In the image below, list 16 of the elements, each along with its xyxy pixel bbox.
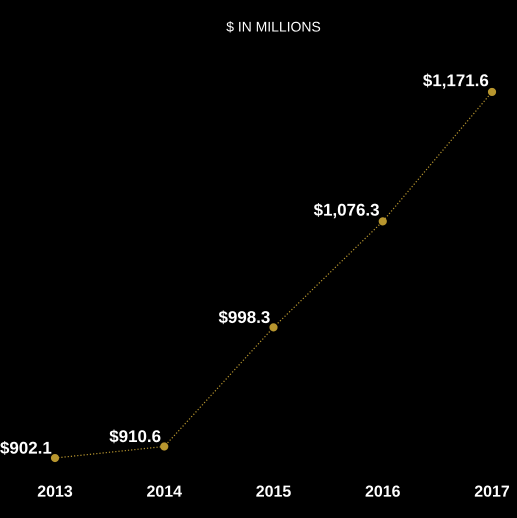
data-label: $1,076.3 — [314, 203, 379, 218]
point — [269, 323, 278, 332]
data-label: $1,171.6 — [423, 74, 488, 89]
point — [160, 442, 168, 451]
point — [50, 454, 60, 462]
x-tick-label: 2017 — [474, 486, 510, 497]
point — [488, 88, 496, 96]
x-tick-label: 2016 — [366, 486, 400, 497]
x-tick-label: 2013 — [38, 486, 72, 497]
x-tick-label: 2015 — [256, 486, 291, 497]
data-label: $910.6 — [109, 429, 160, 444]
chart-title: $ IN MILLIONS — [226, 21, 320, 32]
x-tick-label: 2014 — [147, 486, 182, 497]
point — [378, 217, 387, 226]
data-label: $902.1 — [0, 441, 52, 455]
data-label: $998.3 — [218, 310, 270, 324]
